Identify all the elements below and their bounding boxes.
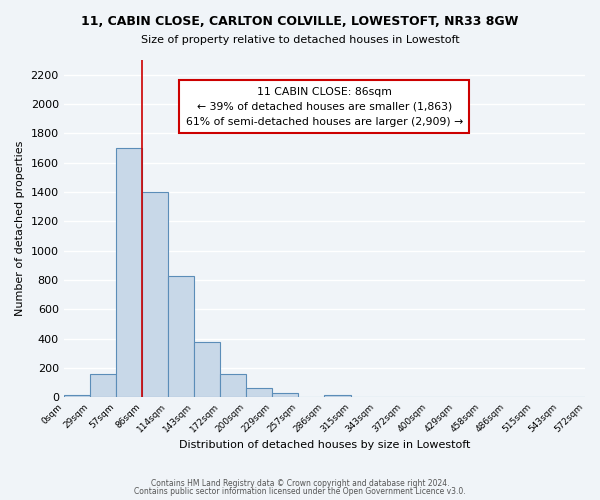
Bar bbox=[220, 374, 246, 398]
Bar bbox=[325, 394, 351, 398]
Bar bbox=[194, 342, 220, 398]
Bar bbox=[116, 148, 142, 398]
Bar bbox=[90, 374, 116, 398]
Bar bbox=[272, 393, 298, 398]
Bar bbox=[64, 394, 90, 398]
Text: 11 CABIN CLOSE: 86sqm
← 39% of detached houses are smaller (1,863)
61% of semi-d: 11 CABIN CLOSE: 86sqm ← 39% of detached … bbox=[186, 87, 463, 126]
Bar bbox=[167, 276, 194, 398]
Text: Contains public sector information licensed under the Open Government Licence v3: Contains public sector information licen… bbox=[134, 487, 466, 496]
Text: Size of property relative to detached houses in Lowestoft: Size of property relative to detached ho… bbox=[140, 35, 460, 45]
Y-axis label: Number of detached properties: Number of detached properties bbox=[15, 141, 25, 316]
Bar bbox=[246, 388, 272, 398]
X-axis label: Distribution of detached houses by size in Lowestoft: Distribution of detached houses by size … bbox=[179, 440, 470, 450]
Text: 11, CABIN CLOSE, CARLTON COLVILLE, LOWESTOFT, NR33 8GW: 11, CABIN CLOSE, CARLTON COLVILLE, LOWES… bbox=[82, 15, 518, 28]
Text: Contains HM Land Registry data © Crown copyright and database right 2024.: Contains HM Land Registry data © Crown c… bbox=[151, 478, 449, 488]
Bar bbox=[142, 192, 167, 398]
